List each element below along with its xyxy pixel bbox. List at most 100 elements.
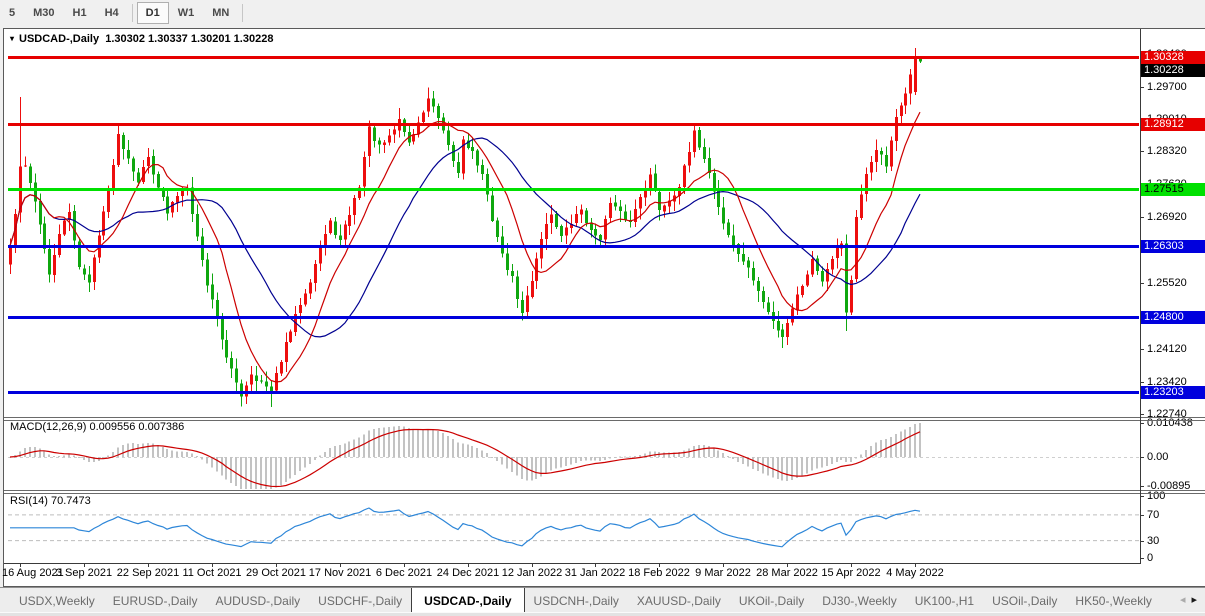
- tab-spacer: [0, 588, 10, 613]
- tab-ukoil[interactable]: UKOil-,Daily: [738, 593, 805, 608]
- price-tick: [1140, 217, 1144, 219]
- chart-window-border: [3, 586, 1205, 587]
- tab-scroll-arrows: ◂ ▸: [1157, 587, 1205, 612]
- tab-usdcad[interactable]: USDCAD-,Daily: [411, 588, 525, 613]
- rsi-tick-label: 0: [1147, 552, 1154, 564]
- tab-dj30[interactable]: DJ30-,Weekly: [822, 593, 897, 608]
- tab-uk100[interactable]: UK100-,H1: [914, 593, 975, 608]
- date-tick-label: 24 Dec 2021: [436, 567, 500, 579]
- toolbar-divider: [131, 4, 133, 22]
- tab-xauusd[interactable]: XAUUSD-,Daily: [636, 593, 721, 608]
- timeframe-button-h4[interactable]: H4: [104, 7, 119, 19]
- date-tick: [468, 563, 469, 567]
- date-tick-label: 18 Feb 2022: [628, 567, 690, 579]
- level-line-1.23203[interactable]: [8, 391, 1139, 395]
- rsi-tick-label: 70: [1147, 508, 1160, 521]
- date-tick-label: 3 Sep 2021: [55, 567, 113, 579]
- tab-scroll-right-icon[interactable]: ▸: [1191, 593, 1197, 606]
- date-tick-label: 9 Mar 2022: [695, 567, 751, 579]
- chevron-down-icon[interactable]: ▾: [10, 34, 15, 43]
- level-price-label: 1.23203: [1141, 386, 1205, 400]
- rsi-indicator-label: RSI(14) 70.7473: [10, 495, 91, 507]
- tab-hk50[interactable]: HK50-,Weekly: [1075, 593, 1152, 608]
- tab-usdchf[interactable]: USDCHF-,Daily: [318, 593, 403, 608]
- panel-separator: [4, 493, 1205, 494]
- panel-separator[interactable]: [4, 490, 1205, 491]
- tab-scroll-left-icon[interactable]: ◂: [1179, 593, 1186, 606]
- price-tick: [1140, 381, 1144, 383]
- level-line-1.26303[interactable]: [8, 245, 1139, 249]
- rsi-tick: [1140, 514, 1144, 516]
- tab-usdx[interactable]: USDX,Weekly: [19, 593, 95, 608]
- macd-tick-label: 0.010438: [1147, 417, 1193, 429]
- level-line-1.24800[interactable]: [8, 315, 1139, 319]
- timeframe-button-d1[interactable]: D1: [136, 2, 169, 24]
- level-line-1.27515[interactable]: [8, 188, 1139, 192]
- macd-tick: [1140, 486, 1144, 488]
- level-price-label: 1.28912: [1141, 117, 1205, 131]
- rsi-tick: [1140, 496, 1144, 497]
- level-line-1.28912[interactable]: [8, 122, 1139, 126]
- tab-eurusd[interactable]: EURUSD-,Daily: [112, 593, 198, 608]
- timeframe-button-mn[interactable]: MN: [212, 7, 230, 19]
- chart-ohlc-values: 1.30302 1.30337 1.30201 1.30228: [105, 33, 274, 45]
- level-price-label: 1.24800: [1141, 310, 1205, 324]
- timeframe-button-m30[interactable]: M30: [33, 7, 55, 19]
- bottom-strip: [0, 612, 1205, 616]
- current-price-label: 1.30228: [1141, 64, 1205, 77]
- chart-window-border: [3, 28, 1205, 29]
- timeframe-button-w1[interactable]: W1: [177, 7, 195, 19]
- tab-usdcnh[interactable]: USDCNH-,Daily: [533, 593, 619, 608]
- panel-separator[interactable]: [4, 417, 1205, 418]
- macd-indicator-label: MACD(12,26,9) 0.009556 0.007386: [10, 421, 185, 433]
- date-tick: [659, 563, 660, 567]
- tab-audusd[interactable]: AUDUSD-,Daily: [215, 593, 301, 608]
- macd-tick-label: 0.00: [1147, 451, 1169, 463]
- date-tick-label: 15 Apr 2022: [821, 567, 881, 579]
- rsi-tick: [1140, 558, 1144, 559]
- date-tick-label: 17 Nov 2021: [308, 567, 372, 579]
- price-axis[interactable]: [1140, 29, 1141, 564]
- tab-usoil[interactable]: USOil-,Daily: [992, 593, 1058, 608]
- date-tick-label: 4 May 2022: [886, 567, 944, 579]
- rsi-tick: [1140, 540, 1144, 542]
- macd-tick: [1140, 423, 1144, 424]
- date-tick-label: 6 Dec 2021: [375, 567, 433, 579]
- date-tick-label: 11 Oct 2021: [182, 567, 242, 579]
- date-tick-label: 22 Sep 2021: [116, 567, 180, 579]
- level-line-1.30328[interactable]: [8, 56, 1139, 59]
- price-tick-label: 1.23420: [1147, 375, 1187, 388]
- date-tick: [276, 563, 277, 567]
- price-tick-label: 1.29700: [1147, 80, 1187, 93]
- date-tick: [404, 563, 405, 567]
- level-price-label: 1.26303: [1141, 240, 1205, 254]
- price-tick: [1140, 283, 1144, 285]
- time-axis[interactable]: [4, 563, 1141, 564]
- macd-tick-label: -0.00895: [1147, 480, 1191, 493]
- price-tick-label: 1.25520: [1147, 277, 1187, 290]
- price-tick: [1140, 86, 1144, 88]
- timeframe-button-5[interactable]: 5: [9, 7, 16, 19]
- price-tick: [1140, 348, 1144, 350]
- rsi-tick-label: 30: [1147, 534, 1160, 547]
- timeframe-button-h1[interactable]: H1: [72, 7, 87, 19]
- date-tick: [20, 563, 21, 567]
- rsi-tick-label: 100: [1147, 490, 1166, 502]
- level-price-label: 1.30328: [1141, 51, 1205, 64]
- date-tick-label: 12 Jan 2022: [501, 567, 563, 579]
- level-price-label: 1.27515: [1141, 183, 1205, 197]
- date-tick-label: 16 Aug 2021: [2, 567, 64, 579]
- toolbar-divider: [242, 4, 244, 22]
- timeframe-toolbar: 5 M30 H1 H4 D1 W1 MN: [0, 0, 1205, 26]
- date-tick: [532, 563, 533, 567]
- date-tick: [148, 563, 149, 567]
- chart-window[interactable]: [4, 29, 1205, 586]
- date-tick: [851, 563, 852, 567]
- price-tick-label: 1.28320: [1147, 145, 1187, 158]
- date-tick-label: 28 Mar 2022: [756, 567, 818, 579]
- price-tick: [1140, 151, 1144, 153]
- date-tick-label: 31 Jan 2022: [564, 567, 626, 579]
- price-tick-label: 1.22740: [1147, 407, 1187, 420]
- price-tick: [1140, 413, 1144, 415]
